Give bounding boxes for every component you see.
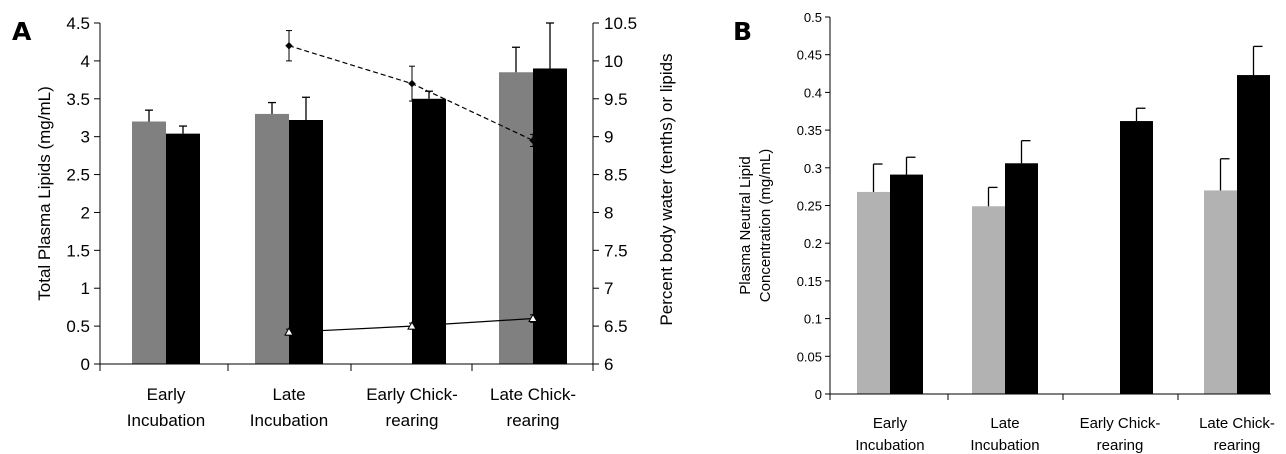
y2-tick-label: 9 [604,128,613,147]
y2-tick-label: 9.5 [604,90,628,109]
y2-tick-label: 8.5 [604,166,628,185]
y-tick-label: 0.1 [804,312,822,327]
bar [972,206,1005,394]
y2-tick-label: 7 [604,279,613,298]
panel-label-b: B [733,17,752,46]
y-tick-label: 0 [815,387,822,402]
x-tick-label: Late [990,415,1019,432]
line-point [407,321,417,330]
x-tick-label: rearing [1097,437,1144,454]
y-tick-label: 0 [81,355,90,374]
line-point [528,313,538,323]
y2-tick-label: 8 [604,203,613,222]
bar [1204,190,1237,394]
y-axis-title-line-1: Plasma Neutral Lipid [737,156,754,294]
y-tick-label: 0.2 [804,236,822,251]
line-point [284,327,294,336]
y-tick-label: 0.3 [804,161,822,176]
x-tick-label: Incubation [970,437,1039,454]
bar [166,133,200,364]
y2-tick-label: 6.5 [604,317,628,336]
y2-tick-label: 7.5 [604,241,628,260]
bar [1005,163,1038,394]
y-tick-label: 4.5 [66,14,90,33]
y-axis-title-line-2: Concentration (mg/mL) [757,149,774,302]
y-tick-label: 0.15 [797,274,822,289]
x-tick-label: Early Chick- [366,385,458,404]
bar [289,119,323,365]
y-tick-label: 0.5 [804,10,822,25]
y-tick-label: 0.4 [804,85,822,100]
x-tick-label: Incubation [127,411,205,430]
line-point [408,79,416,88]
dashed-line [288,45,534,141]
x-tick-label: Early Chick- [1080,415,1161,432]
y-tick-label: 3.5 [66,90,90,109]
y2-tick-label: 10 [604,52,623,71]
bar [255,113,289,364]
y-tick-label: 1.5 [66,241,90,260]
x-tick-label: Incubation [855,437,924,454]
line-point [285,42,293,50]
y2-axis-title: Percent body water (tenths) or lipids [657,53,676,325]
x-tick-label: rearing [1214,437,1261,454]
line-point [529,136,537,145]
x-tick-label: rearing [386,411,439,430]
panel-label-a: A [12,17,32,46]
bar [499,72,533,364]
y-tick-label: 3 [81,128,90,147]
y-tick-label: 0.35 [797,123,822,138]
y-tick-label: 4 [81,52,90,71]
y2-tick-label: 6 [604,355,613,374]
y-axis-title: Total Plasma Lipids (mg/mL) [35,86,54,300]
x-tick-label: Incubation [250,411,328,430]
y-tick-label: 0.05 [797,349,822,364]
x-tick-label: Late [272,385,305,404]
y-tick-label: 2 [81,203,90,222]
y-tick-label: 2.5 [66,166,90,185]
y-tick-label: 0.5 [66,317,90,336]
y-tick-label: 0.25 [797,199,822,214]
y-tick-label: 0.45 [797,48,822,63]
bar [1237,75,1270,395]
bar [412,98,446,365]
x-tick-label: Early [873,415,908,432]
y2-tick-label: 10.5 [604,14,637,33]
x-tick-label: Early [147,385,186,404]
y-tick-label: 1 [81,279,90,298]
bar [1120,121,1153,394]
bar [857,191,890,394]
bar [890,174,923,394]
x-tick-label: rearing [507,411,560,430]
x-tick-label: Late Chick- [1199,415,1275,432]
bar [132,121,166,364]
x-tick-label: Late Chick- [490,385,576,404]
bar [533,68,567,364]
